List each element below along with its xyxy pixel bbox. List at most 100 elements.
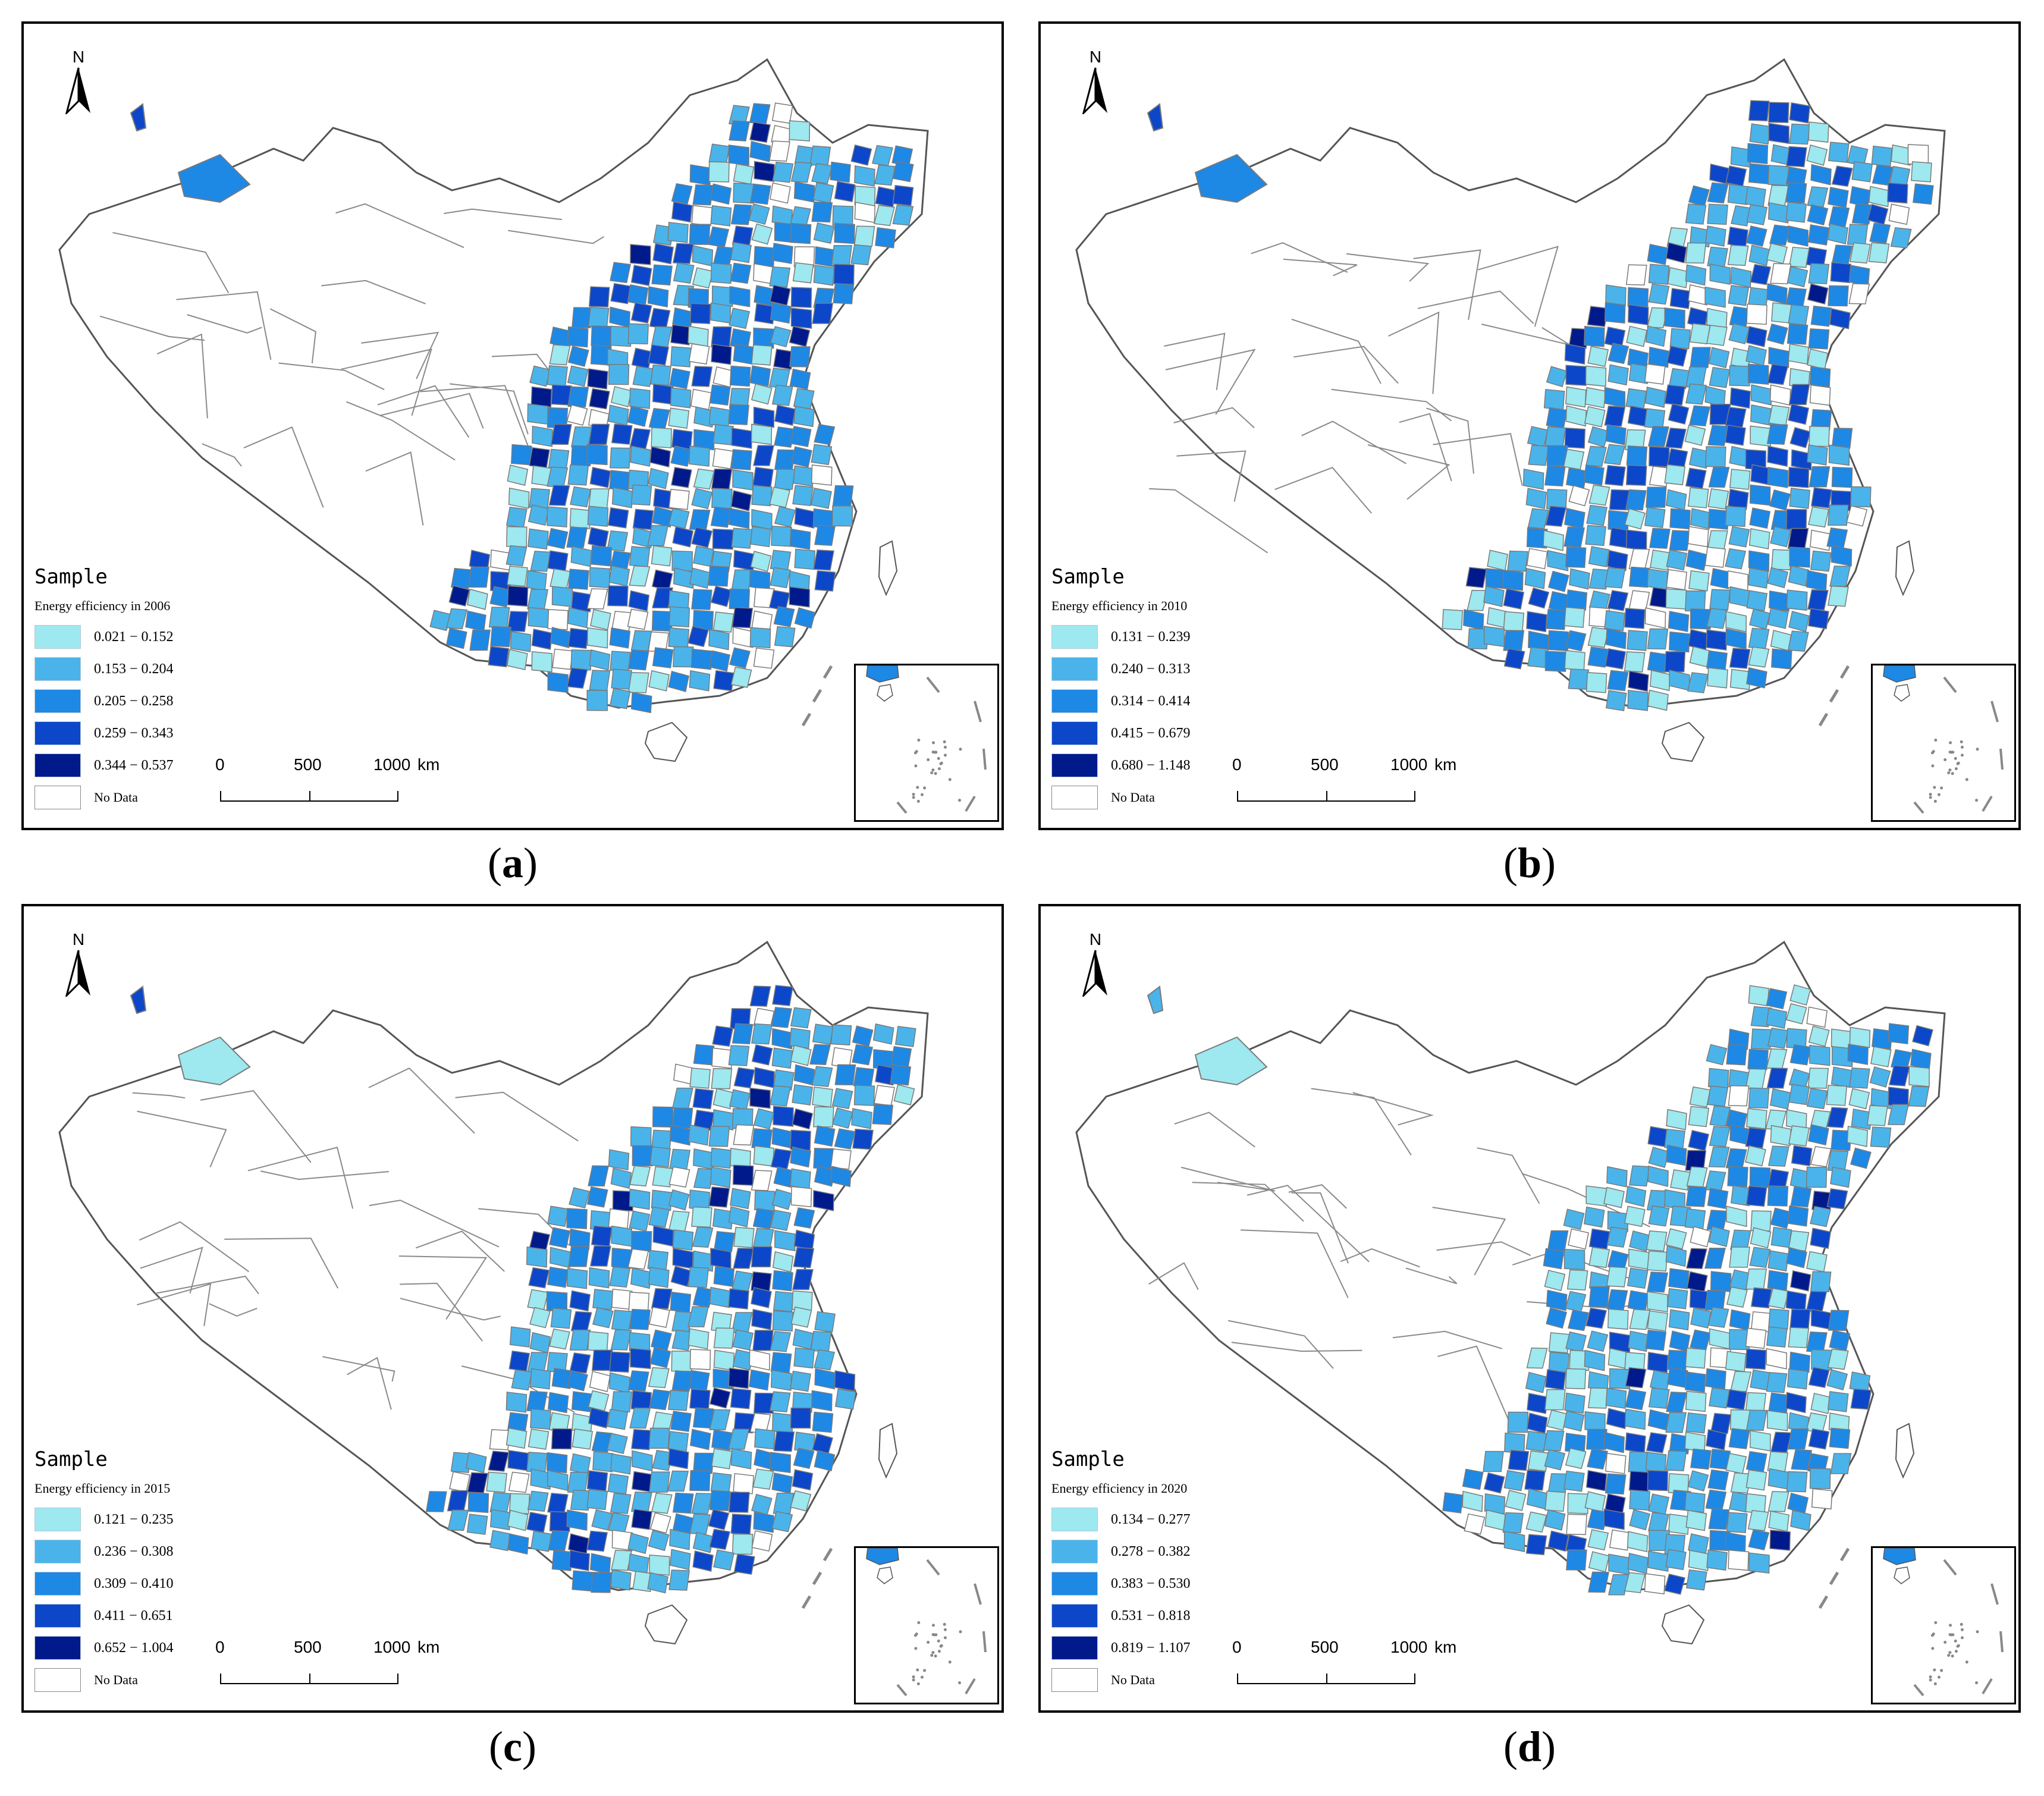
caption-letter: d bbox=[1517, 1723, 1542, 1770]
legend-swatch bbox=[1051, 1508, 1098, 1531]
scale-tick: 500 bbox=[1311, 755, 1339, 774]
legend: Sample Energy efficiency in 2010 0.131 −… bbox=[1051, 565, 1191, 814]
legend-class-label: 0.205 − 0.258 bbox=[94, 693, 174, 709]
legend-swatch bbox=[1051, 1572, 1098, 1596]
scale-tick: 500 bbox=[294, 755, 322, 774]
legend-swatch bbox=[1051, 1540, 1098, 1563]
north-label: N bbox=[1089, 48, 1102, 66]
legend-class-label: 0.411 − 0.651 bbox=[94, 1607, 173, 1624]
north-arrow: N bbox=[1078, 48, 1113, 117]
north-arrow-icon bbox=[1082, 950, 1107, 999]
legend-row: 0.021 − 0.152 bbox=[34, 621, 174, 653]
caption-letter: a bbox=[502, 839, 523, 887]
scale-bar: 0 500 1000 km bbox=[215, 755, 439, 802]
legend-swatch-nodata bbox=[1051, 1668, 1098, 1692]
north-arrow-icon bbox=[65, 67, 90, 116]
scale-midtick bbox=[309, 1673, 310, 1684]
legend-swatch-nodata bbox=[1051, 786, 1098, 809]
scale-unit: km bbox=[417, 1638, 440, 1656]
legend-class-label: 0.383 − 0.530 bbox=[1111, 1575, 1191, 1591]
map-panel-c: N Sample Energy efficiency in 2015 0.121… bbox=[21, 904, 1004, 1713]
scale-tick: 500 bbox=[1311, 1638, 1339, 1656]
panel-caption: (b) bbox=[1503, 839, 1556, 887]
no-data-label: No Data bbox=[1111, 1672, 1155, 1687]
scale-midtick bbox=[309, 791, 310, 802]
scale-tick: 1000 bbox=[373, 755, 411, 774]
scale-bar: 0 500 1000 km bbox=[215, 1638, 439, 1684]
legend-class-label: 0.415 − 0.679 bbox=[1111, 725, 1191, 741]
legend-swatch bbox=[34, 625, 81, 649]
china-map bbox=[58, 58, 929, 762]
legend-row: 0.344 − 0.537 bbox=[34, 749, 174, 781]
caption-letter: c bbox=[503, 1723, 522, 1770]
scale-bar: 0 500 1000 km bbox=[1232, 1638, 1456, 1684]
scale-unit: km bbox=[1434, 755, 1457, 774]
legend-row: 0.236 − 0.308 bbox=[34, 1536, 174, 1568]
legend-title: Sample bbox=[1051, 1448, 1125, 1471]
legend-row: 0.411 − 0.651 bbox=[34, 1600, 174, 1632]
legend-class-label: 0.819 − 1.107 bbox=[1111, 1640, 1191, 1656]
north-label: N bbox=[1089, 930, 1102, 949]
legend-row: No Data bbox=[34, 781, 174, 814]
legend-subtitle: Energy efficiency in 2020 bbox=[1051, 1481, 1188, 1496]
legend: Sample Energy efficiency in 2015 0.121 −… bbox=[34, 1448, 174, 1696]
legend-class-label: 0.131 − 0.239 bbox=[1111, 629, 1191, 645]
legend-class-label: 0.309 − 0.410 bbox=[94, 1575, 174, 1591]
caption-letter: b bbox=[1517, 839, 1542, 887]
legend-row: 0.153 − 0.204 bbox=[34, 653, 174, 685]
legend-row: 0.240 − 0.313 bbox=[1051, 653, 1191, 685]
legend-row: No Data bbox=[1051, 781, 1191, 814]
legend-row: 0.819 − 1.107 bbox=[1051, 1632, 1191, 1664]
legend-swatch bbox=[1051, 721, 1098, 745]
legend-class-label: 0.259 − 0.343 bbox=[94, 725, 174, 741]
legend-swatch bbox=[1051, 625, 1098, 649]
legend-class-label: 0.236 − 0.308 bbox=[94, 1543, 174, 1559]
legend-row: 0.680 − 1.148 bbox=[1051, 749, 1191, 781]
legend-title: Sample bbox=[34, 1448, 108, 1471]
legend-swatch bbox=[34, 1604, 81, 1628]
legend-swatch bbox=[1051, 657, 1098, 681]
scale-tick: 1000 bbox=[373, 1638, 411, 1656]
south-china-sea-inset bbox=[854, 1546, 999, 1704]
legend-swatch bbox=[34, 1508, 81, 1531]
legend-row: 0.121 − 0.235 bbox=[34, 1503, 174, 1536]
no-data-label: No Data bbox=[1111, 790, 1155, 805]
panel-caption: (c) bbox=[489, 1723, 536, 1770]
legend-class-label: 0.652 − 1.004 bbox=[94, 1640, 174, 1656]
north-arrow: N bbox=[61, 930, 96, 1000]
china-map bbox=[1075, 940, 1946, 1645]
legend-class-label: 0.314 − 0.414 bbox=[1111, 693, 1191, 709]
inset-map bbox=[1883, 1547, 2004, 1697]
legend-class-label: 0.134 − 0.277 bbox=[1111, 1511, 1191, 1527]
legend-title: Sample bbox=[34, 565, 108, 589]
inset-map bbox=[866, 1547, 987, 1697]
legend-row: 0.652 − 1.004 bbox=[34, 1632, 174, 1664]
north-arrow: N bbox=[1078, 930, 1113, 1000]
legend-swatch bbox=[34, 1540, 81, 1563]
legend-swatch bbox=[1051, 1604, 1098, 1628]
legend-row: 0.259 − 0.343 bbox=[34, 717, 174, 749]
legend-class-label: 0.680 − 1.148 bbox=[1111, 757, 1191, 773]
legend-swatch bbox=[34, 689, 81, 713]
north-arrow: N bbox=[61, 48, 96, 117]
legend-class-label: 0.344 − 0.537 bbox=[94, 757, 174, 773]
north-label: N bbox=[72, 930, 85, 949]
legend-swatch bbox=[1051, 1636, 1098, 1660]
legend-row: No Data bbox=[1051, 1664, 1191, 1696]
north-label: N bbox=[72, 48, 85, 66]
legend: Sample Energy efficiency in 2020 0.134 −… bbox=[1051, 1448, 1191, 1696]
scale-tick: 500 bbox=[294, 1638, 322, 1656]
legend-class-label: 0.278 − 0.382 bbox=[1111, 1543, 1191, 1559]
legend-row: 0.314 − 0.414 bbox=[1051, 685, 1191, 717]
panel-caption: (d) bbox=[1503, 1723, 1556, 1770]
legend-class-label: 0.121 − 0.235 bbox=[94, 1511, 174, 1527]
legend-row: 0.131 − 0.239 bbox=[1051, 621, 1191, 653]
legend-row: 0.309 − 0.410 bbox=[34, 1568, 174, 1600]
legend-swatch-nodata bbox=[34, 1668, 81, 1692]
legend-swatch bbox=[34, 1636, 81, 1660]
legend-title: Sample bbox=[1051, 565, 1125, 589]
legend-swatch bbox=[34, 1572, 81, 1596]
legend-subtitle: Energy efficiency in 2010 bbox=[1051, 598, 1188, 613]
legend-row: 0.415 − 0.679 bbox=[1051, 717, 1191, 749]
inset-map bbox=[1883, 665, 2004, 814]
